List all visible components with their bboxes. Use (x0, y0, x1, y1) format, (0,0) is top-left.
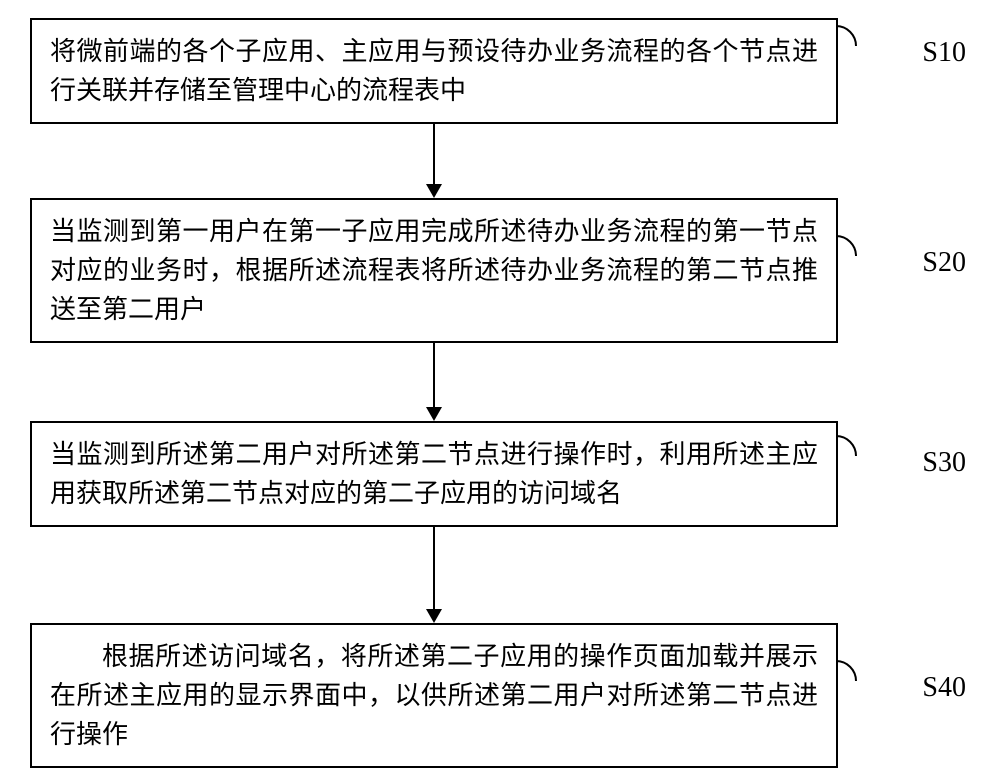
flow-node-label: S10 (922, 32, 966, 74)
flow-arrow (30, 124, 838, 198)
flow-node-s40: 根据所述访问域名，将所述第二子应用的操作页面加载并展示在所述主应用的显示界面中，… (30, 623, 838, 768)
flow-node-text: 根据所述访问域名，将所述第二子应用的操作页面加载并展示在所述主应用的显示界面中，… (50, 642, 818, 749)
flow-node-s10: 将微前端的各个子应用、主应用与预设待办业务流程的各个节点进行关联并存储至管理中心… (30, 18, 838, 124)
flow-node-s30: 当监测到所述第二用户对所述第二节点进行操作时，利用所述主应用获取所述第二节点对应… (30, 421, 838, 527)
flow-node-text: 将微前端的各个子应用、主应用与预设待办业务流程的各个节点进行关联并存储至管理中心… (50, 37, 818, 105)
flow-node-label: S20 (922, 242, 966, 284)
flow-arrow (30, 527, 838, 623)
flow-node-label: S30 (922, 442, 966, 484)
flow-arrow (30, 343, 838, 421)
flowchart: 将微前端的各个子应用、主应用与预设待办业务流程的各个节点进行关联并存储至管理中心… (30, 18, 970, 768)
flow-node-s20: 当监测到第一用户在第一子应用完成所述待办业务流程的第一节点对应的业务时，根据所述… (30, 198, 838, 343)
flow-node-text: 当监测到第一用户在第一子应用完成所述待办业务流程的第一节点对应的业务时，根据所述… (50, 217, 818, 324)
label-connector (814, 659, 858, 703)
flow-node-label: S40 (870, 667, 966, 709)
flow-node-text: 当监测到所述第二用户对所述第二节点进行操作时，利用所述主应用获取所述第二节点对应… (50, 440, 818, 508)
label-connector (814, 24, 858, 68)
label-connector (814, 234, 858, 278)
label-connector (814, 434, 858, 478)
